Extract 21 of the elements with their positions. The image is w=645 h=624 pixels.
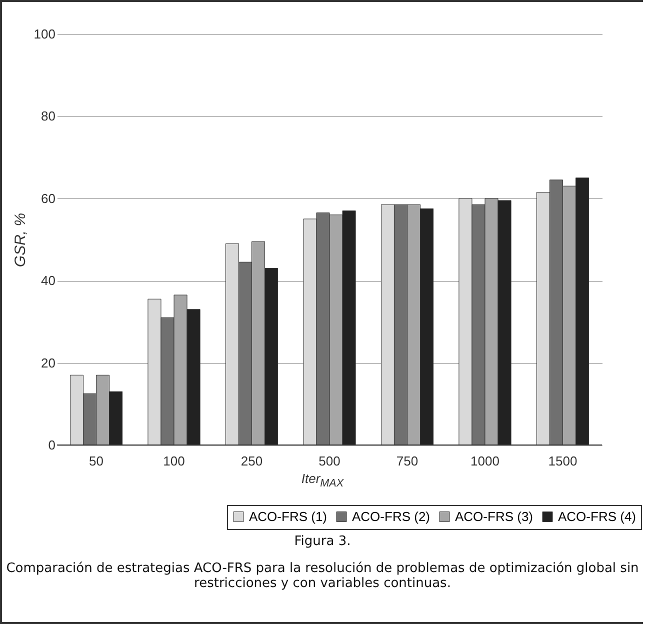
text: Comparación de estrategias ACO-FRS para la resolución de problemas de optimización global sin restricciones y con variables continuas. [5, 561, 640, 591]
y-tick-label: 40 [41, 273, 56, 288]
x-tick-label: 500 [318, 454, 340, 468]
legend-label: ACO-FRS (4) [558, 508, 636, 524]
x-axis-title: Iter$_{MAX}$ [300, 471, 345, 490]
x-tick-label: 100 [163, 454, 185, 468]
x-tick-label: 250 [240, 454, 263, 468]
y-tick-label: 20 [41, 355, 56, 370]
y-tick-label: 60 [41, 190, 56, 206]
y-tick-label: 100 [34, 26, 56, 42]
legend-label: ACO-FRS (3) [455, 508, 533, 524]
y-axis-title: GSR, % [12, 212, 29, 268]
y-tick-label: 80 [41, 108, 56, 124]
text: Figura 3. [293, 534, 352, 549]
legend-label: ACO-FRS (2) [352, 508, 430, 524]
x-tick-label: 50 [89, 454, 104, 468]
y-tick-label: 0 [48, 438, 56, 452]
legend-label: ACO-FRS (1) [249, 508, 327, 524]
x-tick-label: 1500 [548, 454, 578, 468]
x-tick-label: 1000 [470, 454, 500, 468]
x-tick-label: 750 [396, 454, 418, 468]
